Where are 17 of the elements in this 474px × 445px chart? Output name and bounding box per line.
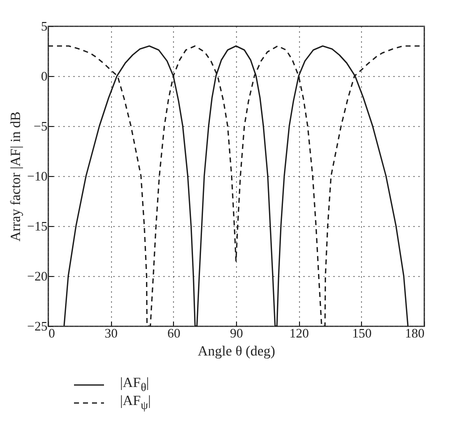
x-tick-label: 150 (352, 326, 372, 340)
y-tick-label: −25 (27, 318, 48, 334)
legend-label: |AF$_{θ}$| (120, 376, 150, 394)
y-tick-label: −15 (27, 218, 48, 234)
y-tick-label: 5 (41, 18, 48, 34)
y-tick-label: 0 (41, 68, 48, 84)
x-tick-label: 90 (230, 326, 243, 340)
x-tick-label: 60 (167, 326, 180, 340)
legend-label: |AF$_{ψ}$| (120, 394, 151, 412)
x-tick-label: 180 (405, 326, 424, 340)
y-tick-label: −20 (27, 268, 48, 284)
x-tick-label: 30 (104, 326, 118, 340)
y-tick-label: −5 (34, 118, 48, 134)
y-axis-title: Array factor |AF| in dB (9, 111, 24, 242)
x-axis-title: Angle θ (deg) (198, 344, 276, 360)
y-tick-label: −10 (27, 168, 48, 184)
x-tick-label: 120 (289, 326, 309, 340)
